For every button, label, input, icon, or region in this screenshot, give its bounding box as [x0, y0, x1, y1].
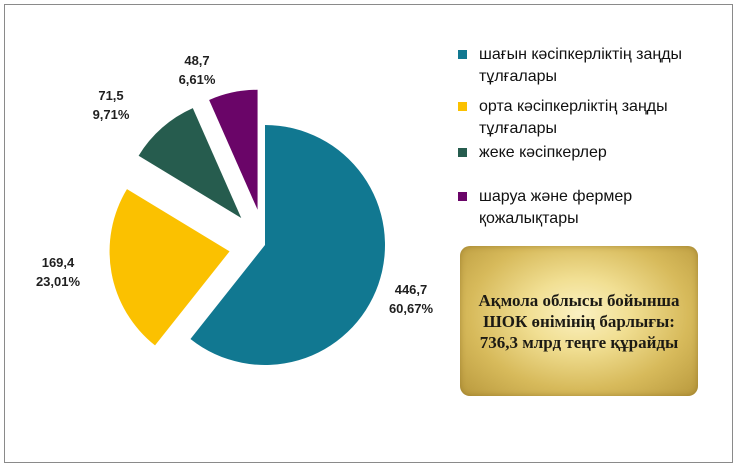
slice-percent-label-farms: 6,61%	[179, 72, 216, 87]
slice-value-label-medium-business: 169,4	[42, 255, 75, 270]
slice-value-label-individual-entrepreneurs: 71,5	[98, 88, 123, 103]
pie-slice-individual-entrepreneurs	[138, 108, 242, 218]
slice-label-small-business: 446,7 60,67%	[389, 282, 434, 316]
slice-percent-label-small-business: 60,67%	[389, 301, 434, 316]
legend-swatch-individual-entrepreneurs	[458, 148, 467, 157]
legend-swatch-small-business	[458, 50, 467, 59]
total-summary-box: Ақмола облысы бойынша ШОК өнімінің барлы…	[460, 246, 698, 396]
pie-slice-medium-business	[109, 189, 230, 346]
pie-slice-small-business	[190, 125, 385, 365]
legend-label-medium-business: орта кәсіпкерліктің заңды тұлғалары	[479, 98, 668, 137]
slice-label-individual-entrepreneurs: 71,5 9,71%	[93, 88, 130, 122]
slice-label-medium-business: 169,4 23,01%	[36, 255, 81, 289]
slice-percent-label-medium-business: 23,01%	[36, 274, 81, 289]
slice-value-label-farms: 48,7	[184, 53, 209, 68]
pie-slice-farms	[209, 89, 258, 210]
legend-swatch-farms	[458, 192, 467, 201]
legend-label-individual-entrepreneurs: жеке кәсіпкерлер	[479, 144, 607, 161]
legend-label-small-business: шағын кәсіпкерліктің заңды тұлғалары	[479, 46, 683, 85]
legend-swatch-medium-business	[458, 102, 467, 111]
slice-percent-label-individual-entrepreneurs: 9,71%	[93, 107, 130, 122]
total-summary-text: Ақмола облысы бойынша ШОК өнімінің барлы…	[478, 290, 680, 352]
slice-label-farms: 48,7 6,61%	[179, 53, 216, 87]
slice-value-label-small-business: 446,7	[395, 282, 428, 297]
legend-label-farms: шаруа және фермер қожалықтары	[479, 188, 633, 227]
